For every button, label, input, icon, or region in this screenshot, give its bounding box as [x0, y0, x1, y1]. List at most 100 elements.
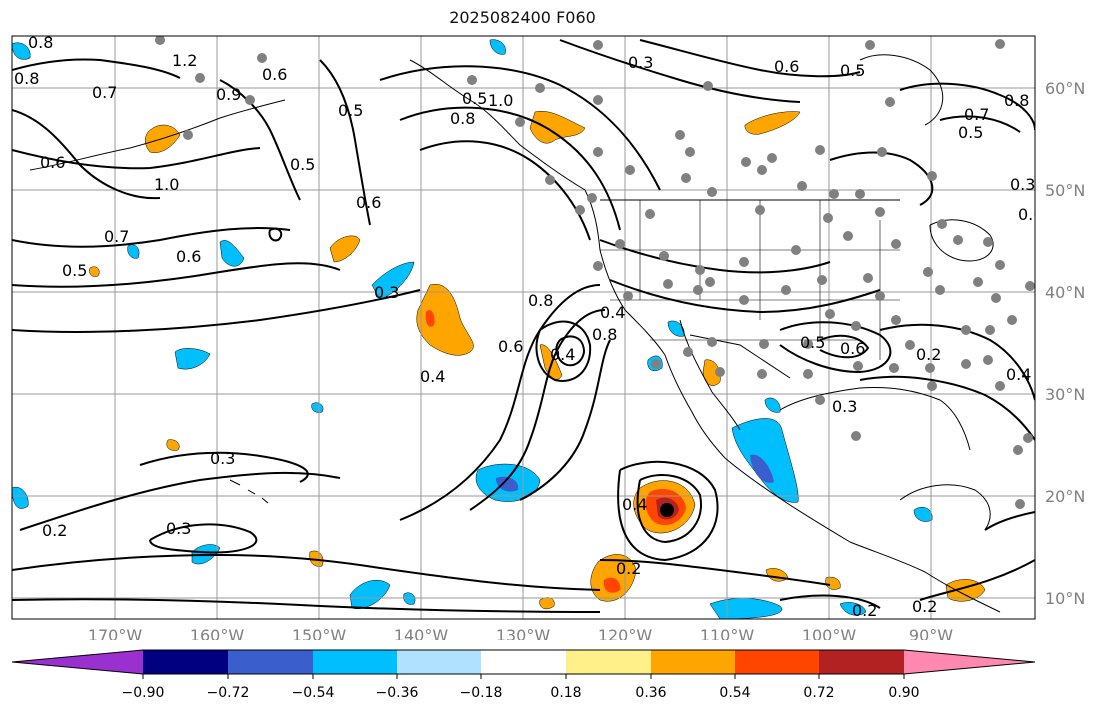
- contour-label: 0.8: [28, 33, 53, 52]
- red-patch: [603, 577, 621, 593]
- orange-patch: [744, 111, 801, 135]
- coastlines: [29, 54, 1001, 613]
- contour-label: 0.2: [616, 559, 641, 578]
- contour-label: 0.6: [40, 153, 65, 172]
- contour-label: 0.6: [356, 193, 381, 212]
- contour-label: 0.4: [550, 345, 575, 364]
- contour-label: 0.4: [1006, 365, 1031, 384]
- orange-patch: [539, 597, 555, 610]
- lat-label: 10°N: [1045, 589, 1085, 608]
- blue-patch: [489, 39, 506, 55]
- baja-peninsula: [664, 354, 726, 459]
- contour-label: 0.5: [462, 89, 487, 108]
- contour-label: 0.2: [916, 345, 941, 364]
- contour-label: 0.3: [210, 449, 235, 468]
- map-title: 2025082400 F060: [449, 8, 596, 27]
- state-lines: [600, 200, 900, 360]
- contour-label: 0.6: [840, 339, 865, 358]
- lat-label: 60°N: [1045, 79, 1085, 98]
- hawaii-islands: [229, 479, 269, 504]
- lon-label: 150°W: [292, 626, 347, 640]
- lon-label: 100°W: [802, 626, 857, 640]
- orange-patch: [166, 439, 180, 451]
- contour-label: 0.3: [166, 519, 191, 538]
- colorbar-segment: [228, 650, 313, 674]
- contour-label: 0.6: [262, 65, 287, 84]
- colorbar-tick-label: 0.72: [803, 685, 834, 701]
- contour-label: 0.7: [104, 227, 129, 246]
- orange-patch: [89, 266, 100, 277]
- lat-label: 40°N: [1045, 283, 1085, 302]
- graticule: [12, 36, 1035, 619]
- contour-label: 0.8: [528, 291, 553, 310]
- contour-label: 0.5: [840, 61, 865, 80]
- contour-label: 0.2: [42, 521, 67, 540]
- contour-label: 0.5: [62, 261, 87, 280]
- blue-patch: [12, 42, 31, 60]
- contour-label: 0.5: [800, 333, 825, 352]
- lon-label: 170°W: [88, 626, 143, 640]
- contour-label: 0.3: [832, 397, 857, 416]
- florida: [939, 399, 971, 451]
- orange-patch: [329, 235, 361, 263]
- blue-patch: [839, 602, 867, 616]
- lon-label: 140°W: [394, 626, 449, 640]
- contour-label: 0.2: [912, 597, 937, 616]
- lon-label: 120°W: [598, 626, 653, 640]
- blue-patch: [731, 418, 799, 503]
- colorbar-segments: [11, 649, 1036, 675]
- lon-label: 110°W: [700, 626, 755, 640]
- lat-label: 50°N: [1045, 181, 1085, 200]
- blue-patch: [219, 240, 245, 267]
- lat-label: 20°N: [1045, 487, 1085, 506]
- blue-patch: [764, 397, 781, 413]
- contour-label: 0.7: [964, 105, 989, 124]
- mexico-coast: [724, 457, 851, 543]
- aleutian-islands: [29, 99, 286, 171]
- blue-patch: [12, 486, 29, 509]
- contour-label: 0.4: [420, 367, 445, 386]
- contour-label: 1.2: [172, 51, 197, 70]
- great-lakes: [929, 219, 994, 262]
- contour-label: 0.6: [498, 337, 523, 356]
- colorbar-segment: [735, 650, 819, 674]
- colorbar-segment: [566, 650, 651, 674]
- contour-label: 0.4: [600, 303, 625, 322]
- colorbar-segment: [651, 650, 735, 674]
- colorbar-tick-label: −0.90: [122, 685, 165, 701]
- colorbar-tick-label: −0.54: [292, 685, 335, 701]
- contour-label: 0.3: [628, 53, 653, 72]
- blue-patch: [709, 597, 783, 619]
- contour-label-layer: 0.8 1.2 0.8 0.7 0.6 0.5 0.6 0.7 0.5 0.6 …: [14, 33, 1043, 620]
- contour-label: 0.2: [852, 601, 877, 620]
- west-coast: [584, 189, 666, 356]
- central-america: [849, 541, 1001, 613]
- colorbar-segment: [819, 650, 904, 674]
- contour-label: 1.0: [154, 175, 179, 194]
- station-dots: [155, 36, 1035, 509]
- red-patch: [425, 309, 435, 327]
- colorbar-extend-min: [12, 650, 143, 674]
- lon-label: 90°W: [909, 626, 953, 640]
- black-core: [660, 503, 674, 517]
- lon-label: 130°W: [496, 626, 551, 640]
- colorbar-segment: [313, 650, 397, 674]
- contour-label: 0.5: [958, 123, 983, 142]
- darkblue-patch: [496, 476, 519, 492]
- blue-patch: [174, 348, 211, 370]
- contour-label: 0.6: [1018, 205, 1043, 224]
- contour-label: 1.0: [488, 91, 513, 110]
- blue-patch: [403, 592, 416, 605]
- contour-label: 0.6: [176, 247, 201, 266]
- colorbar-tick-label: 0.90: [888, 685, 919, 701]
- plot-frame: [11, 35, 1036, 620]
- colorbar-segment: [481, 650, 566, 674]
- lat-axis: 60°N 50°N 40°N 30°N 20°N 10°N: [1045, 79, 1085, 608]
- orange-patch: [825, 576, 841, 590]
- gulf-of-california: [679, 319, 741, 431]
- contour-label: 0.8: [450, 109, 475, 128]
- blue-patch: [913, 507, 933, 522]
- lon-label: 160°W: [190, 626, 245, 640]
- colorbar-tick-label: −0.72: [207, 685, 250, 701]
- blue-patch: [127, 244, 140, 259]
